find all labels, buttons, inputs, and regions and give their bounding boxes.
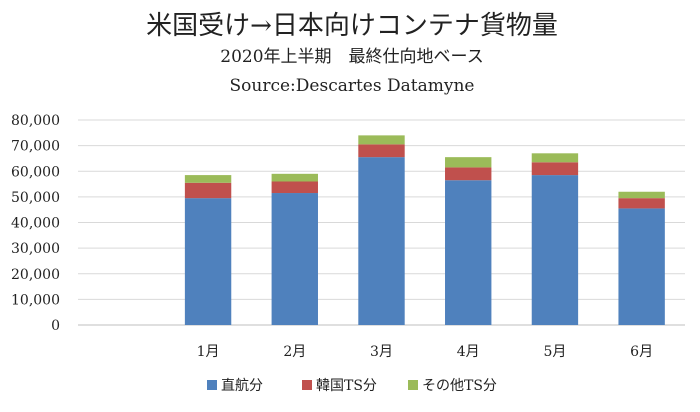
legend: 直航分 韓国TS分 その他TS分 — [207, 377, 497, 394]
x-tick-label: 4月 — [457, 344, 480, 360]
y-tick-label: 70,000 — [11, 139, 60, 155]
bar-segment — [358, 135, 405, 145]
bar-segment — [445, 167, 492, 181]
bars — [184, 135, 665, 325]
bar-segment — [184, 198, 232, 325]
x-tick-label: 5月 — [543, 344, 566, 360]
legend-label: 直航分 — [221, 377, 263, 394]
y-tick-label: 20,000 — [11, 267, 60, 283]
chart-title: 米国受け→日本向けコンテナ貨物量 — [146, 11, 558, 41]
bar-segment — [531, 162, 579, 176]
y-tick-label: 10,000 — [11, 292, 60, 308]
bar-segment — [445, 180, 492, 325]
bar-segment — [531, 153, 579, 163]
x-tick-label: 1月 — [197, 344, 220, 360]
chart-subtitle: 2020年上半期 最終仕向地ベース — [220, 47, 483, 67]
legend-swatch — [408, 380, 418, 390]
x-tick-label: 3月 — [370, 344, 393, 360]
legend-label: 韓国TS分 — [316, 378, 377, 394]
legend-swatch — [302, 380, 312, 390]
bar-segment — [184, 175, 232, 183]
bar-segment — [271, 181, 318, 194]
bar-segment — [445, 157, 492, 168]
y-tick-label: 80,000 — [11, 113, 60, 129]
y-tick-label: 40,000 — [11, 216, 60, 232]
y-tick-label: 30,000 — [11, 241, 60, 257]
y-tick-label: 0 — [51, 318, 60, 334]
bar-segment — [618, 208, 665, 325]
y-tick-label: 60,000 — [11, 164, 60, 180]
bar-segment — [618, 198, 665, 209]
bar-segment — [358, 144, 405, 158]
bar-segment — [271, 193, 318, 325]
chart-source: Source:Descartes Datamyne — [230, 76, 475, 96]
legend-swatch — [207, 380, 217, 390]
y-axis-ticks: 0 10,000 20,000 30,000 40,000 50,000 60,000 70,… — [11, 113, 60, 334]
bar-segment — [358, 157, 405, 325]
bar-segment — [271, 173, 318, 182]
bar-segment — [618, 191, 665, 199]
x-tick-label: 6月 — [630, 344, 653, 360]
y-tick-label: 50,000 — [11, 190, 60, 206]
x-axis-ticks: 1月 2月 3月 4月 5月 6月 — [197, 344, 653, 360]
legend-label: その他TS分 — [422, 378, 497, 394]
bar-segment — [531, 175, 579, 325]
x-tick-label: 2月 — [283, 344, 306, 360]
bar-segment — [184, 182, 232, 199]
